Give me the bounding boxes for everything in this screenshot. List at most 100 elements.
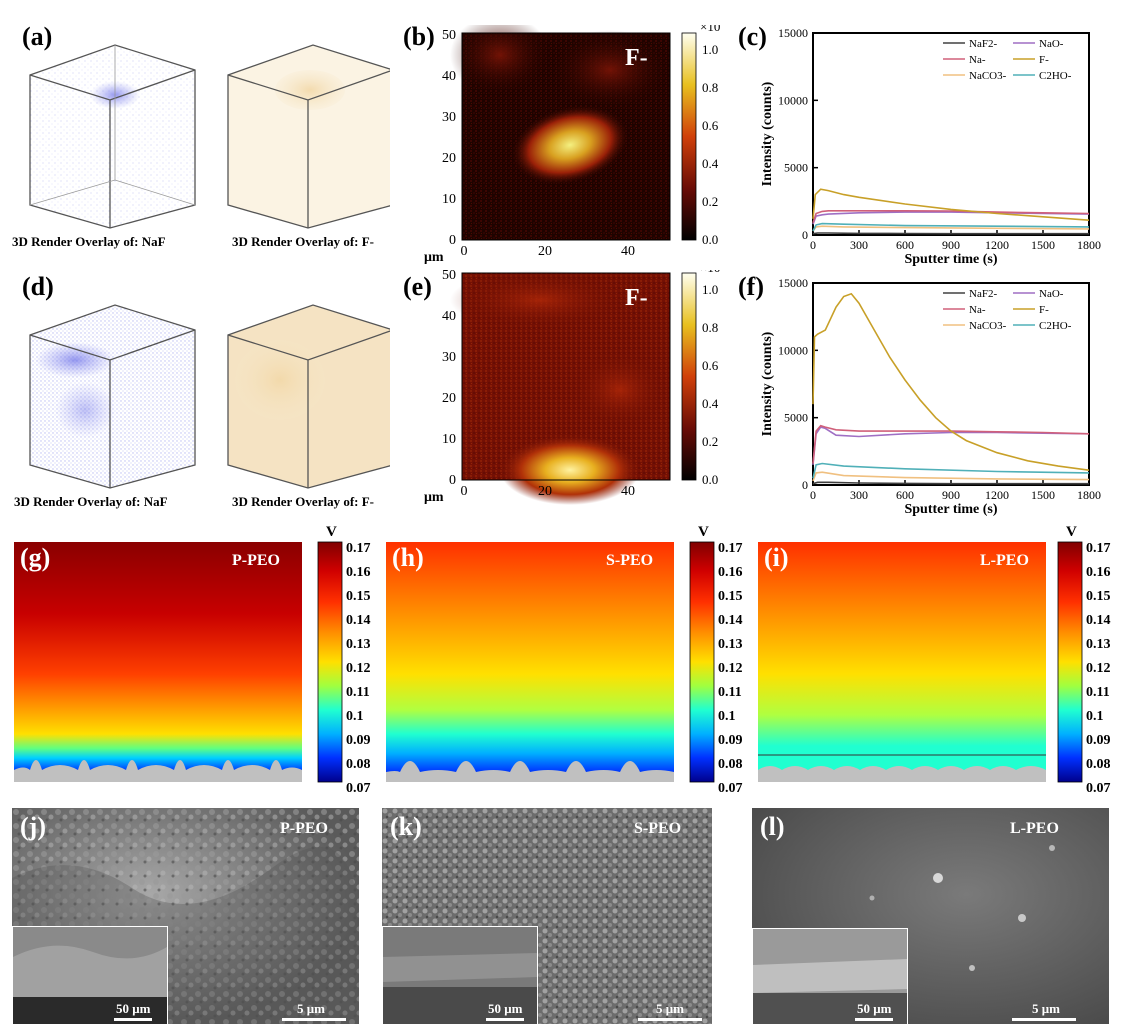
- colorbar-unit-h: V: [698, 524, 709, 540]
- potential-map-i: [758, 542, 1046, 782]
- colorbar-tick-label: 0.17: [346, 541, 371, 556]
- legend-entry: NaO-: [1039, 38, 1064, 50]
- colorbar-tick-label: 0.08: [718, 757, 743, 772]
- colorbar-tick-label: 0.13: [346, 637, 371, 652]
- svg-text:0.4: 0.4: [702, 156, 719, 171]
- colorbar-tick-label: 0.11: [346, 685, 370, 700]
- series-line: [812, 225, 1090, 232]
- legend-entry: NaF2-: [969, 38, 997, 50]
- x-tick-label: 0: [810, 488, 816, 502]
- svg-text:0.8: 0.8: [702, 320, 718, 335]
- colorbar-tick-label: 0.17: [718, 541, 743, 556]
- sem-scale-j: 5 μm: [297, 1001, 325, 1016]
- svg-text:0.2: 0.2: [702, 194, 718, 209]
- colorbar-unit-i: V: [1066, 524, 1077, 540]
- colorbar-tick-label: 0.16: [1086, 565, 1111, 580]
- colorbar-tick-label: 0.07: [1086, 781, 1111, 795]
- map-b-cbar-ticks: 0.0 0.2 0.4 0.6 0.8 1.0: [702, 42, 719, 247]
- colorbar-tick-label: 0.13: [718, 637, 743, 652]
- map-b-title: F-: [625, 45, 648, 71]
- electrode-g: [14, 760, 302, 782]
- svg-text:0.0: 0.0: [702, 232, 718, 247]
- colorbar-tick-label: 0.09: [346, 733, 371, 748]
- electrode-h: [386, 761, 674, 782]
- svg-text:40: 40: [442, 309, 456, 324]
- caption-f-a: 3D Render Overlay of: F-: [232, 234, 375, 249]
- colorbar-tick-label: 0.15: [718, 589, 743, 604]
- svg-text:0: 0: [461, 244, 468, 259]
- potential-row: P-PEO S-PEO L-PEO (g) (h) (i) V V V 0.17…: [14, 524, 1111, 795]
- y-tick-label: 5000: [784, 411, 808, 425]
- map-b-cbar-exp: ×103: [700, 25, 725, 34]
- x-tick-label: 900: [942, 488, 960, 502]
- cube-f-d: [227, 304, 390, 489]
- colorbar-tick-label: 0.14: [718, 613, 743, 628]
- map-b: F- 0 10 20 30 40 50 0 20 40 μm 0.0 0.2 0…: [424, 25, 725, 265]
- sem-inset-scale-l: 50 μm: [857, 1001, 892, 1016]
- sem-label-k: S-PEO: [634, 820, 682, 837]
- panel-label-l: (l): [760, 812, 785, 841]
- colorbar-tick-label: 0.16: [346, 565, 371, 580]
- colorbar-tick-label: 0.08: [1086, 757, 1111, 772]
- x-tick-label: 1500: [1031, 488, 1055, 502]
- colorbar-unit-g: V: [326, 524, 337, 540]
- legend-entry: F-: [1039, 54, 1049, 66]
- sem-inset-scale-j: 50 μm: [116, 1001, 151, 1016]
- map-b-xticks: 0 20 40: [461, 244, 636, 259]
- legend-entry: Na-: [969, 54, 986, 66]
- svg-text:40: 40: [621, 484, 635, 499]
- sem-label-j: P-PEO: [280, 820, 328, 837]
- potential-label-i: L-PEO: [980, 552, 1029, 569]
- series-line: [812, 424, 1090, 464]
- render-cubes: [29, 44, 390, 489]
- svg-text:10: 10: [442, 192, 456, 207]
- x-axis-label: Sputter time (s): [904, 252, 997, 267]
- svg-text:0: 0: [449, 473, 456, 488]
- series-line: [812, 222, 1090, 232]
- legend-entry: NaF2-: [969, 288, 997, 300]
- svg-text:1.0: 1.0: [702, 42, 718, 57]
- cube-naf-d: [29, 304, 196, 489]
- x-tick-label: 600: [896, 488, 914, 502]
- caption-naf-a: 3D Render Overlay of: NaF: [12, 234, 166, 249]
- legend-entry: NaCO3-: [969, 320, 1007, 332]
- x-tick-label: 1500: [1031, 238, 1055, 252]
- x-tick-label: 1200: [985, 488, 1009, 502]
- svg-text:40: 40: [442, 69, 456, 84]
- panel-label-i: (i): [764, 543, 789, 572]
- sem-scale-k: 5 μm: [656, 1001, 684, 1016]
- map-e-cbar-exp: ×103: [700, 270, 725, 275]
- colorbar-tick-label: 0.07: [346, 781, 371, 795]
- x-tick-label: 1800: [1077, 238, 1101, 252]
- svg-text:0: 0: [461, 484, 468, 499]
- map-e-colorbar: [681, 272, 697, 481]
- map-b-colorbar: [681, 32, 697, 241]
- svg-text:10: 10: [442, 432, 456, 447]
- svg-text:0.4: 0.4: [702, 396, 719, 411]
- electrode-i: [758, 766, 1046, 782]
- svg-text:0: 0: [449, 233, 456, 248]
- y-tick-label: 15000: [778, 26, 808, 40]
- colorbar-tick-label: 0.11: [1086, 685, 1110, 700]
- map-e-xticks: 0 20 40: [461, 484, 636, 499]
- x-tick-label: 1800: [1077, 488, 1101, 502]
- svg-text:30: 30: [442, 110, 456, 125]
- map-e-yticks: 0 10 20 30 40 50: [442, 270, 456, 488]
- svg-text:20: 20: [442, 151, 456, 166]
- panel-label-c: (c): [738, 22, 767, 51]
- colorbar-tick-label: 0.12: [346, 661, 371, 676]
- sem-inset-scale-k: 50 μm: [488, 1001, 523, 1016]
- series-line: [812, 188, 1090, 221]
- colorbar-h: [689, 541, 715, 783]
- panel-label-e: (e): [403, 272, 432, 301]
- y-tick-label: 5000: [784, 161, 808, 175]
- sem-scale-l: 5 μm: [1032, 1001, 1060, 1016]
- colorbar-tick-label: 0.16: [718, 565, 743, 580]
- potential-label-g: P-PEO: [232, 552, 280, 569]
- colorbar-tick-label: 0.08: [346, 757, 371, 772]
- svg-text:0.0: 0.0: [702, 472, 718, 487]
- map-e-unit: μm: [424, 490, 444, 505]
- chart-f: 0 5000 10000 15000 0 300 600 900 1200 1500 1800 Spu…: [760, 276, 1101, 517]
- svg-text:30: 30: [442, 350, 456, 365]
- map-b-unit: μm: [424, 250, 444, 265]
